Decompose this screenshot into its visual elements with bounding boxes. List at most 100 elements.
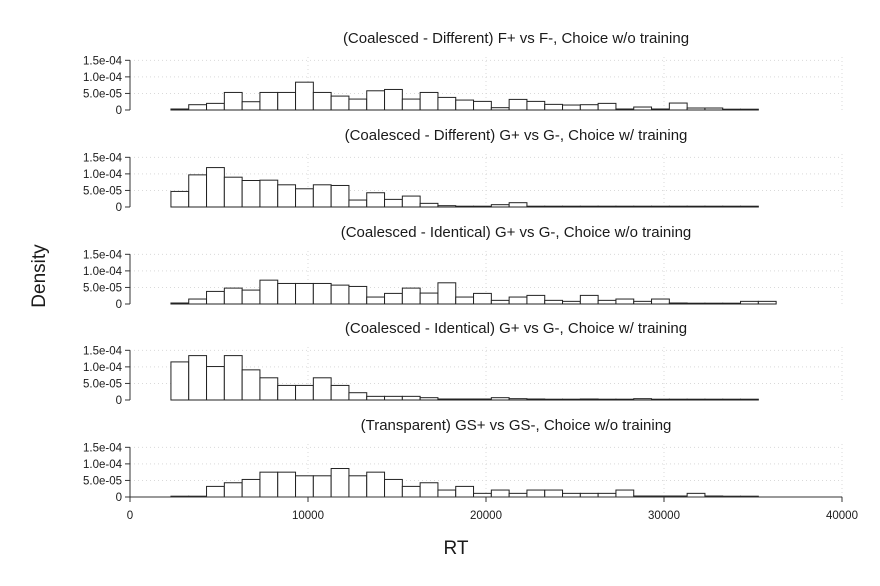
histogram-bar [312,377,332,401]
histogram-bar [223,287,243,305]
histogram-bar [366,471,386,498]
histogram-bar [330,95,350,111]
histogram-bar [615,298,635,305]
panel-title: (Coalesced - Different) F+ vs F-, Choice… [343,30,689,47]
histogram-bar [455,205,475,208]
histogram-bar [419,91,439,111]
histogram-bar [384,395,403,401]
histogram-bar [455,485,475,498]
histogram-bar [490,107,510,111]
histogram-bar [704,302,724,305]
histogram-bar [223,176,243,208]
y-tick-label: 1.5e-04 [83,442,123,454]
histogram-bar [401,395,421,401]
histogram-bar [473,292,492,305]
histogram-bar [384,292,403,305]
histogram-bar [508,296,528,305]
histogram-bar [668,398,688,401]
x-tick-label: 20000 [470,510,502,522]
histogram-bar [312,91,332,111]
histogram-bar [544,489,564,498]
histogram-bar [170,361,190,401]
histogram-bar [562,492,581,498]
histogram-bar [366,192,386,208]
histogram-bar [473,100,492,111]
y-tick-label: 1.0e-04 [83,169,123,181]
histogram-bar [490,489,510,498]
histogram-bar [651,205,670,208]
histogram-bar [259,471,279,498]
histogram-bar [633,106,653,111]
histogram-bar [206,485,225,498]
histogram-bar [579,492,599,498]
histogram-bar [615,205,635,208]
histogram-bar [473,205,492,208]
histogram-bar [384,478,403,498]
y-tick-label: 0 [116,395,122,407]
histogram-bar [597,102,617,111]
histogram-bar [651,398,670,401]
histogram-bar [241,478,261,498]
histogram-bar [206,167,225,208]
histogram-bar [562,104,581,111]
histogram-bar [704,205,724,208]
histogram-bar [686,492,706,498]
histogram-bar [419,292,439,305]
histogram-bar [241,180,261,208]
histogram-bar [348,285,368,305]
histogram-bar [740,300,759,305]
histogram-bar [757,300,777,305]
histogram-bar [401,195,421,208]
histogram-bar [740,205,759,208]
histogram-bar [562,205,581,208]
panels-layer: (Coalesced - Different) F+ vs F-, Choice… [83,30,843,504]
histogram-bar [544,299,564,305]
histogram-bar [277,184,297,208]
histogram-bar [455,296,475,305]
y-tick-label: 0 [116,492,122,504]
histogram-bar [597,205,617,208]
histogram-bar [312,184,332,208]
histogram-bar [597,299,617,305]
histogram-bar [722,398,742,401]
histogram-bar [384,198,403,208]
histogram-bar [526,205,546,208]
histogram-bar [740,108,759,111]
y-tick-label: 1.0e-04 [83,362,123,374]
histogram-bar [668,205,688,208]
histogram-bar [312,282,332,305]
histogram-bar [562,398,581,401]
histogram-bar [366,296,386,305]
histogram-bar [437,96,457,111]
y-axis-title: Density [29,244,50,308]
histogram-bar [295,475,314,498]
histogram-bar [277,91,297,111]
y-tick-label: 0 [116,202,122,214]
histogram-bar [419,397,439,401]
histogram-bar [615,489,635,498]
histogram-bar [579,104,599,111]
histogram-bar [508,492,528,498]
y-tick-label: 1.5e-04 [83,55,123,67]
histogram-bar [188,355,208,401]
histogram-bar [348,199,368,208]
y-tick-label: 5.0e-05 [83,378,122,390]
y-tick-label: 1.0e-04 [83,266,123,278]
x-tick-label: 30000 [648,510,680,522]
histogram-bar [241,289,261,305]
histogram-bar [473,398,492,401]
histogram-bar [526,100,546,111]
y-tick-label: 0 [116,299,122,311]
histogram-bar [330,384,350,401]
histogram-bar [579,398,599,401]
histogram-bar [668,102,688,111]
histogram-bar [686,398,706,401]
histogram-bar [473,492,492,498]
histogram-bar [668,302,688,305]
histogram-bar [223,355,243,401]
histogram-bar [437,398,457,401]
histogram-bar [277,471,297,498]
histogram-bar [544,103,564,111]
histogram-bar [241,369,261,401]
